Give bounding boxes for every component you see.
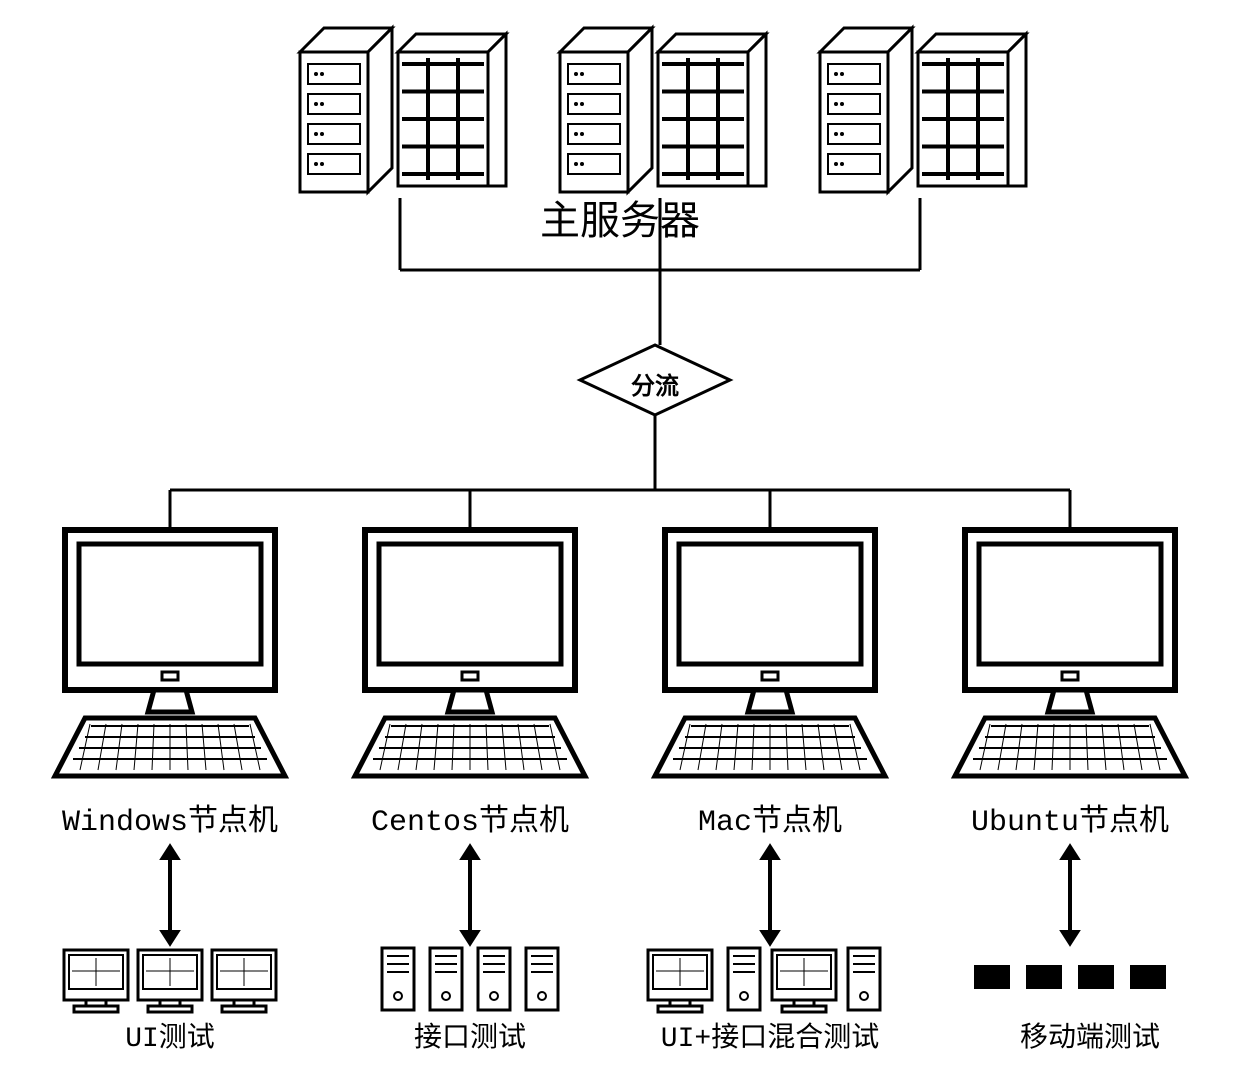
test-label-0: UI测试 [70, 1015, 270, 1055]
diagram-svg [0, 0, 1240, 1072]
test-label-1: 接口测试 [370, 1015, 570, 1055]
split-label: 分流 [605, 366, 705, 402]
network-diagram: 主服务器 分流 Windows节点机 Centos节点机 Mac节点机 Ubun… [0, 0, 1240, 1072]
node-label-3: Ubuntu节点机 [940, 795, 1200, 840]
test-label-2: UI+接口混合测试 [640, 1015, 900, 1055]
node-label-1: Centos节点机 [340, 795, 600, 840]
main-server-label: 主服务器 [460, 188, 780, 247]
node-label-2: Mac节点机 [640, 795, 900, 840]
node-label-0: Windows节点机 [40, 795, 300, 840]
test-label-3: 移动端测试 [980, 1015, 1200, 1055]
